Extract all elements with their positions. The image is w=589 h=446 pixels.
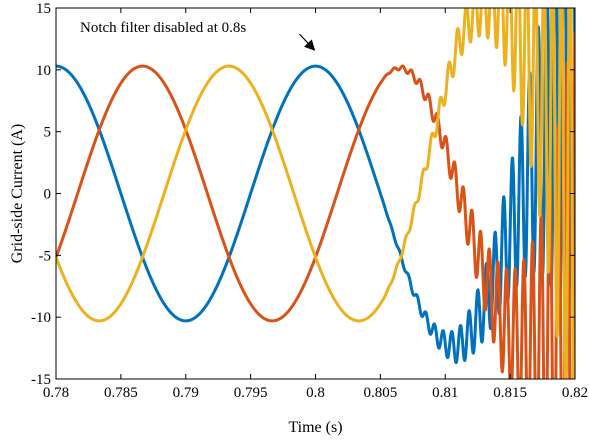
y-tick-label: -5 <box>39 248 52 264</box>
series-line-3 <box>56 8 575 379</box>
x-axis-title: Time (s) <box>288 419 342 436</box>
annotation-text: Notch filter disabled at 0.8s <box>80 20 246 36</box>
x-tick-label: 0.81 <box>432 385 458 401</box>
series-line-1 <box>56 8 575 365</box>
series-line-2 <box>56 32 575 379</box>
plot-area-frame <box>55 7 576 380</box>
y-tick-label: -10 <box>31 310 51 326</box>
x-tick-label: 0.795 <box>234 385 268 401</box>
y-tick-label: 0 <box>44 187 52 203</box>
y-tick-label: 10 <box>36 63 51 79</box>
x-tick-label: 0.78 <box>43 385 69 401</box>
y-tick-label: -15 <box>31 372 51 388</box>
y-axis-title: Grid-side Current (A) <box>9 124 26 264</box>
annotation-arrow <box>299 33 316 51</box>
y-tick-label: 5 <box>44 125 52 141</box>
y-tick-label: 15 <box>36 1 51 17</box>
x-tick-label: 0.785 <box>104 385 138 401</box>
x-tick-label: 0.82 <box>562 385 588 401</box>
x-tick-label: 0.79 <box>173 385 199 401</box>
x-tick-label: 0.805 <box>364 385 398 401</box>
x-tick-label: 0.8 <box>306 385 325 401</box>
x-tick-label: 0.815 <box>493 385 527 401</box>
